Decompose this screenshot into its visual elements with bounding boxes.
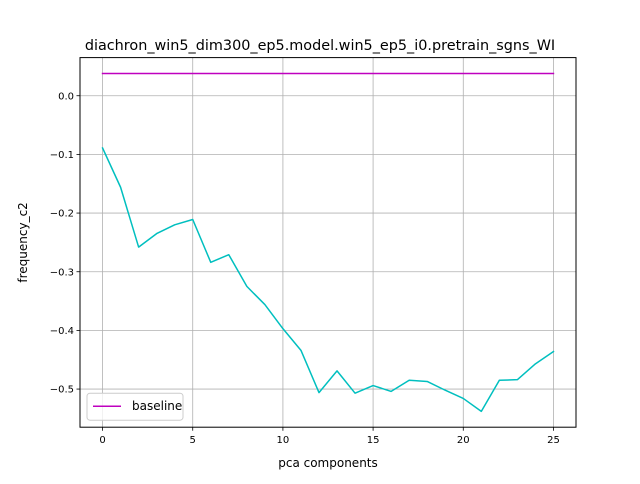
x-tick-label: 5: [190, 435, 196, 446]
y-axis-ticks: 0.0 −0.1 −0.2 −0.3 −0.4 −0.5: [50, 91, 80, 396]
legend: baseline: [86, 392, 184, 421]
x-axis-label: pca components: [278, 456, 378, 470]
y-tick-label: −0.4: [50, 326, 74, 337]
series-layer: [101, 72, 555, 413]
x-tick-label: 0: [99, 435, 105, 446]
y-tick-label: 0.0: [58, 91, 74, 102]
x-tick-label: 20: [457, 435, 470, 446]
legend-label: baseline: [132, 399, 182, 413]
y-tick-label: −0.5: [50, 385, 74, 396]
series-line-1: [101, 146, 555, 413]
x-tick-label: 10: [277, 435, 290, 446]
plot-frame: [79, 57, 577, 428]
y-tick-label: −0.1: [50, 150, 74, 161]
legend-box: [86, 392, 184, 421]
x-axis-ticks: 0 5 10 15 20 25: [99, 427, 560, 446]
x-tick-label: 25: [547, 435, 560, 446]
y-axis-label: frequency_c2: [16, 202, 30, 282]
x-tick-label: 15: [367, 435, 380, 446]
chart-title: diachron_win5_dim300_ep5.model.win5_ep5_…: [85, 38, 555, 54]
y-tick-label: −0.3: [50, 267, 74, 278]
grid: [80, 57, 576, 428]
y-tick-label: −0.2: [50, 209, 74, 220]
